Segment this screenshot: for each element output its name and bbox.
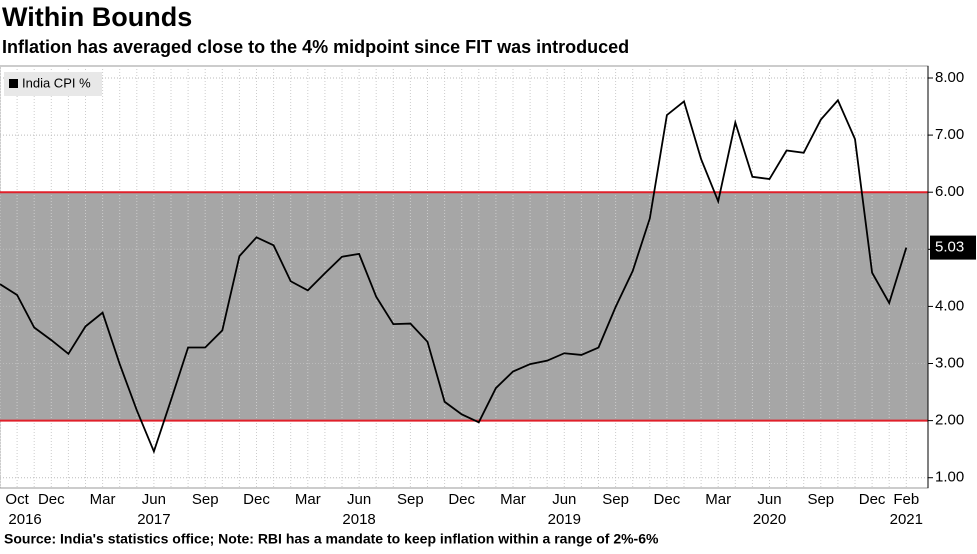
x-tick-label: Dec [448, 491, 475, 508]
x-tick-label: Feb [893, 491, 919, 508]
x-tick-label: Jun [757, 491, 781, 508]
source: Source: India's statistics office; Note:… [4, 531, 659, 547]
x-tick-label: Sep [397, 491, 424, 508]
x-tick-label: Dec [654, 491, 681, 508]
y-tick-label: 6.00 [935, 183, 964, 200]
last-value-box [930, 235, 976, 260]
range-band [0, 192, 928, 421]
x-tick-label: Sep [807, 491, 834, 508]
legend-label: India CPI % [22, 75, 91, 90]
x-tick-label: Dec [859, 491, 886, 508]
y-tick-label: 8.00 [935, 69, 964, 86]
line-series [0, 98, 908, 455]
x-tick-label: Jun [552, 491, 576, 508]
y-tick-label: 1.00 [935, 469, 964, 486]
legend-swatch [9, 79, 18, 88]
chart-title: Within Bounds [2, 2, 192, 32]
x-tick-label: Dec [243, 491, 270, 508]
x-tick-label: Mar [705, 491, 731, 508]
x-year-label: 2017 [137, 511, 170, 528]
x-tick-label: Jun [347, 491, 371, 508]
chart-subtitle: Inflation has averaged close to the 4% m… [2, 37, 629, 57]
x-year-label: 2019 [548, 511, 581, 528]
x-tick-label: Sep [602, 491, 629, 508]
x-tick-label: Jun [142, 491, 166, 508]
x-year-label: 2021 [890, 511, 923, 528]
x-tick-label: Oct [5, 491, 29, 508]
x-year-label: 2018 [342, 511, 375, 528]
x-tick-label: Mar [295, 491, 321, 508]
y-tick-label: 3.00 [935, 354, 964, 371]
y-tick-label: 2.00 [935, 412, 964, 429]
x-year-label: 2020 [753, 511, 786, 528]
x-tick-label: Dec [38, 491, 65, 508]
x-year-label: 2016 [8, 511, 41, 528]
y-tick-label: 7.00 [935, 126, 964, 143]
x-tick-label: Mar [90, 491, 116, 508]
legend-box [4, 72, 102, 96]
x-tick-label: Sep [192, 491, 219, 508]
y-tick-label: 4.00 [935, 297, 964, 314]
last-value-label: 5.03 [935, 239, 964, 256]
x-tick-label: Mar [500, 491, 526, 508]
